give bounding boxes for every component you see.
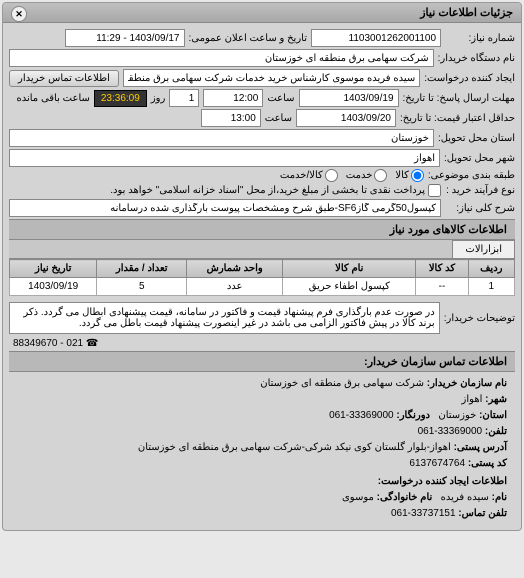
goods-table: ردیفکد کالانام کالاواحد شمارشتعداد / مقد… (9, 259, 515, 296)
radio-goods-input[interactable] (411, 169, 424, 182)
contact-info: نام سازمان خریدار: شرکت سهامی برق منطقه … (9, 372, 515, 526)
grouping-radio-group: کالا خدمت کالا/خدمت (280, 169, 424, 182)
creator-field[interactable] (123, 69, 420, 87)
city-field[interactable] (9, 149, 440, 167)
radio-service[interactable]: خدمت (346, 169, 388, 182)
table-cell: 1403/09/19 (10, 278, 97, 296)
province-field[interactable] (9, 129, 434, 147)
request-number-label: شماره نیاز: (445, 33, 515, 44)
panel-header: جزئیات اطلاعات نیاز ✕ (3, 3, 521, 23)
phone-icon: ☎ (86, 338, 98, 349)
contact-button[interactable]: اطلاعات تماس خریدار (9, 70, 119, 87)
table-cell: -- (416, 278, 468, 296)
deadline-date-field[interactable] (299, 89, 399, 107)
radio-service-input[interactable] (374, 169, 387, 182)
radio-both-input[interactable] (325, 169, 338, 182)
radio-both[interactable]: کالا/خدمت (280, 169, 338, 182)
price-valid-date-field[interactable] (296, 109, 396, 127)
deadline-time-label: ساعت (267, 93, 294, 104)
table-header-cell: واحد شمارش (187, 260, 283, 278)
price-valid-time-label: ساعت (265, 113, 292, 124)
table-header-cell: تعداد / مقدار (97, 260, 187, 278)
table-header-cell: تاریخ نیاز (10, 260, 97, 278)
deadline-label: مهلت ارسال پاسخ: تا تاریخ: (403, 93, 515, 104)
table-header-cell: کد کالا (416, 260, 468, 278)
announce-field[interactable] (65, 29, 185, 47)
table-header-cell: ردیف (468, 260, 514, 278)
remain-label: ساعت باقی مانده (16, 93, 89, 104)
footer-phone-row: ☎ 021 - 88349670 (9, 336, 515, 351)
goods-tabs: ابزارالات (9, 240, 515, 259)
title-label: شرح کلی نیاز: (445, 203, 515, 214)
org-label: نام دستگاه خریدار: (438, 53, 515, 64)
process-checkbox[interactable]: پرداخت نقدی تا بخشی از مبلغ خرید،از محل … (110, 184, 441, 197)
deadline-time-field[interactable] (203, 89, 263, 107)
creator-label: ایجاد کننده درخواست: (424, 73, 515, 84)
radio-goods[interactable]: کالا (395, 169, 424, 182)
request-number-field[interactable] (311, 29, 441, 47)
notes-label: توضیحات خریدار: (444, 313, 515, 324)
org-field[interactable] (9, 49, 434, 67)
announce-label: تاریخ و ساعت اعلان عمومی: (189, 33, 308, 44)
table-row[interactable]: 1--کپسول اطفاء حریقعدد51403/09/19 (10, 278, 515, 296)
days-label: روز (151, 93, 166, 104)
process-checkbox-input[interactable] (428, 184, 441, 197)
goods-section-title: اطلاعات کالاهای مورد نیاز (9, 219, 515, 240)
city-label: شهر محل تحویل: (444, 153, 515, 164)
table-header-cell: نام کالا (283, 260, 416, 278)
table-cell: کپسول اطفاء حریق (283, 278, 416, 296)
countdown-timer: 23:36:09 (94, 90, 147, 107)
price-valid-time-field[interactable] (201, 109, 261, 127)
days-field[interactable] (169, 89, 199, 107)
province-label: استان محل تحویل: (438, 133, 515, 144)
panel-title: جزئیات اطلاعات نیاز (420, 7, 513, 19)
grouping-label: طبقه بندی موضوعی: (428, 170, 515, 181)
main-panel: جزئیات اطلاعات نیاز ✕ شماره نیاز: تاریخ … (2, 2, 522, 531)
table-cell: 5 (97, 278, 187, 296)
footer-phone: 021 - 88349670 (13, 338, 83, 349)
price-valid-label: حداقل اعتبار قیمت: تا تاریخ: (400, 113, 515, 124)
contact-section-title: اطلاعات تماس سازمان خریدار: (9, 351, 515, 372)
close-button[interactable]: ✕ (11, 6, 27, 22)
tab-tools[interactable]: ابزارالات (452, 240, 515, 258)
table-cell: 1 (468, 278, 514, 296)
panel-body: شماره نیاز: تاریخ و ساعت اعلان عمومی: نا… (3, 23, 521, 530)
notes-text: در صورت عدم بارگذاری فرم پیشنهاد قیمت و … (9, 302, 440, 334)
title-field[interactable] (9, 199, 441, 217)
table-cell: عدد (187, 278, 283, 296)
process-label: نوع فرآیند خرید : (445, 185, 515, 196)
